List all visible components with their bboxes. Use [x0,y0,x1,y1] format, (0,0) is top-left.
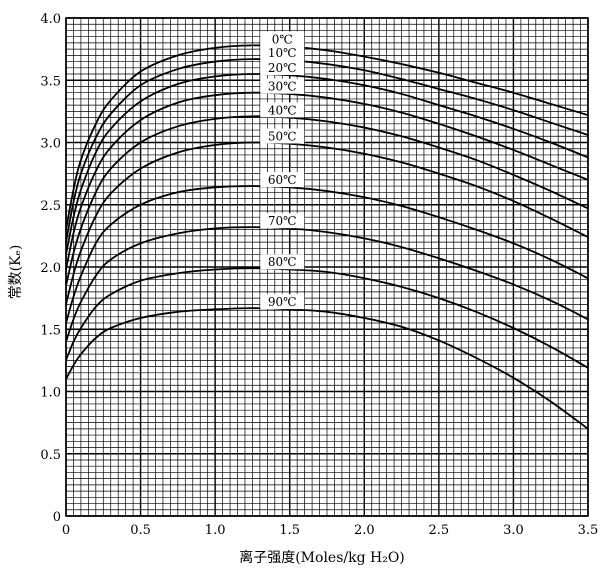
series-label-bg [260,172,305,188]
series-label: 30℃ [268,80,297,94]
series-label-bg [260,45,305,61]
series-label: 0℃ [272,32,293,46]
x-tick-label: 2.0 [354,523,375,538]
y-tick-label: 0.5 [40,448,61,463]
series-label: 70℃ [268,214,297,228]
series-label-bg [260,31,305,47]
x-axis-title: 离子强度(Moles/kg H₂O) [239,549,405,566]
series-labels: 0℃10℃20℃ 30℃ 40℃ 50℃ 60℃ 70℃ 80℃ 90℃ [260,31,305,310]
series-label-bg [260,78,305,94]
series-label-bg [260,128,305,144]
y-tick-label: 0 [53,510,61,525]
y-tick-label: 1.5 [40,323,61,338]
series-label: 20℃ [268,61,297,75]
x-tick-label: 3.5 [578,523,599,538]
y-tick-label: 4.0 [40,12,61,27]
series-label: 40℃ [268,103,297,117]
y-tick-label: 2.5 [40,199,61,214]
series-label-bg [260,102,305,118]
y-tick-label: 3.5 [40,74,61,89]
x-tick-label: 1.0 [205,523,226,538]
y-axis-title: 常数(Kₑ) [8,245,24,300]
x-tick-label: 1.5 [279,523,300,538]
x-tick-label: 0.5 [130,523,151,538]
x-tick-label: 2.5 [429,523,450,538]
series-label: 60℃ [268,173,297,187]
series-label: 50℃ [268,129,297,143]
y-tick-label: 2.0 [40,261,61,276]
y-tick-label: 1.0 [40,386,61,401]
x-tick-label: 0 [62,523,70,538]
y-tick-label: 3.0 [40,137,61,152]
grid [65,17,589,517]
series-label: 90℃ [268,295,297,309]
series-label: 10℃ [268,46,297,60]
series-label: 80℃ [268,255,297,269]
series-label-bg [260,213,305,229]
series-label-bg [260,60,305,76]
tick-labels: 0 0.5 1.0 1.5 2.0 2.5 3.0 3.5 0 0.5 1.0 1.5 2.0 2.5 3.… [40,12,598,538]
x-tick-label: 3.0 [503,523,524,538]
series-label-bg [260,254,305,270]
series-label-bg [260,294,305,310]
